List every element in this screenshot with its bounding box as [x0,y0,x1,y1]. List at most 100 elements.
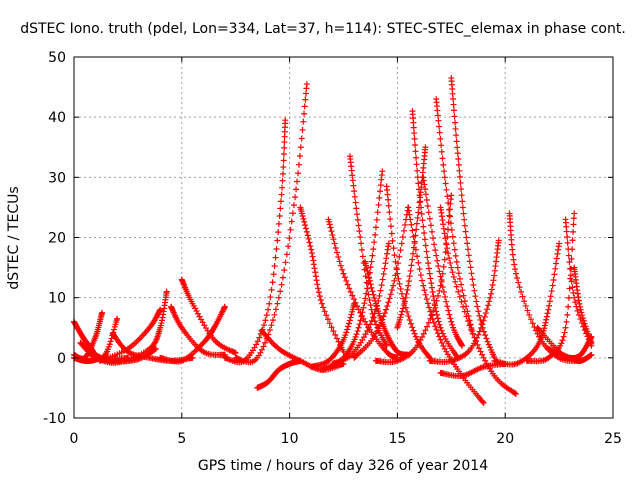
data-point-marker [303,81,310,88]
data-point-marker [479,321,486,328]
data-point-marker [272,254,279,261]
data-point-marker [412,141,419,148]
data-point-marker [99,309,106,316]
data-point-marker [347,288,354,295]
data-point-marker [355,324,362,331]
data-point-marker [388,287,395,294]
data-point-marker [442,249,449,256]
data-point-marker [381,265,388,272]
data-point-marker [588,339,595,346]
data-point-marker [422,291,429,298]
data-point-marker [417,336,424,343]
data-point-marker [515,279,522,286]
data-point-marker [489,281,496,288]
data-point-marker [430,235,437,242]
data-point-marker [449,269,456,276]
data-point-marker [323,312,330,319]
data-point-marker [423,248,430,255]
data-point-marker [408,221,415,228]
data-point-marker [279,170,286,177]
data-point-marker [363,279,370,286]
data-point-marker [303,228,310,235]
data-point-marker [519,293,526,300]
data-point-marker [558,340,565,347]
data-point-marker [366,277,373,284]
data-point-marker [449,233,456,240]
data-point-marker [406,273,413,280]
data-point-marker [294,178,301,185]
data-point-marker [427,315,434,322]
data-point-marker [419,277,426,284]
data-point-marker [280,164,287,171]
data-point-marker [417,272,424,279]
data-point-marker [352,333,359,340]
data-point-marker [260,343,267,350]
data-point-marker [225,355,232,362]
data-series [383,183,433,361]
data-point-marker [416,199,423,206]
data-point-marker [421,287,428,294]
data-point-marker [446,311,453,318]
data-point-marker [448,192,455,199]
data-point-marker [363,265,370,272]
data-point-marker [415,259,422,266]
data-point-marker [400,227,407,234]
data-point-marker [543,316,550,323]
data-point-marker [286,235,293,242]
data-point-marker [271,262,278,269]
data-point-marker [152,345,159,352]
data-point-marker [353,331,360,338]
data-point-marker [479,351,486,358]
data-point-marker [374,209,381,216]
data-point-marker [560,333,567,340]
data-point-marker [541,322,548,329]
data-point-marker [330,328,337,335]
data-point-marker [454,264,461,271]
data-point-marker [416,266,423,273]
data-point-marker [440,289,447,296]
data-point-marker [403,290,410,297]
data-point-marker [476,328,483,335]
data-point-marker [452,278,459,285]
data-point-marker [329,232,336,239]
data-point-marker [390,245,397,252]
data-point-marker [315,285,322,292]
data-point-marker [571,210,578,217]
x-tick-label: 25 [604,431,622,447]
data-point-marker [461,298,468,305]
data-point-marker [268,286,275,293]
data-series [318,168,386,373]
data-point-marker [430,307,437,314]
data-point-marker [463,234,470,241]
data-point-marker [377,287,384,294]
data-point-marker [469,276,476,283]
y-tick-label: 10 [48,291,66,307]
data-point-marker [582,323,589,330]
data-point-marker [439,155,446,162]
data-point-marker [475,331,482,338]
data-point-marker [565,303,572,310]
data-point-marker [348,311,355,318]
data-point-marker [456,173,463,180]
data-point-marker [330,236,337,243]
data-point-marker [422,191,429,198]
data-point-marker [275,220,282,227]
data-point-marker [465,318,472,325]
data-point-marker [426,215,433,222]
data-point-marker [280,157,287,164]
data-point-marker [559,337,566,344]
data-point-marker [405,278,412,285]
data-point-marker [383,341,390,348]
data-point-marker [281,139,288,146]
data-point-marker [433,252,440,259]
data-point-marker [447,259,454,266]
data-point-marker [279,177,286,184]
data-point-marker [509,246,516,253]
data-point-marker [279,184,286,191]
data-point-marker [464,240,471,247]
data-point-marker [388,230,395,237]
data-point-marker [355,222,362,229]
data-point-marker [379,276,386,283]
data-point-marker [579,312,586,319]
data-point-marker [411,330,418,337]
